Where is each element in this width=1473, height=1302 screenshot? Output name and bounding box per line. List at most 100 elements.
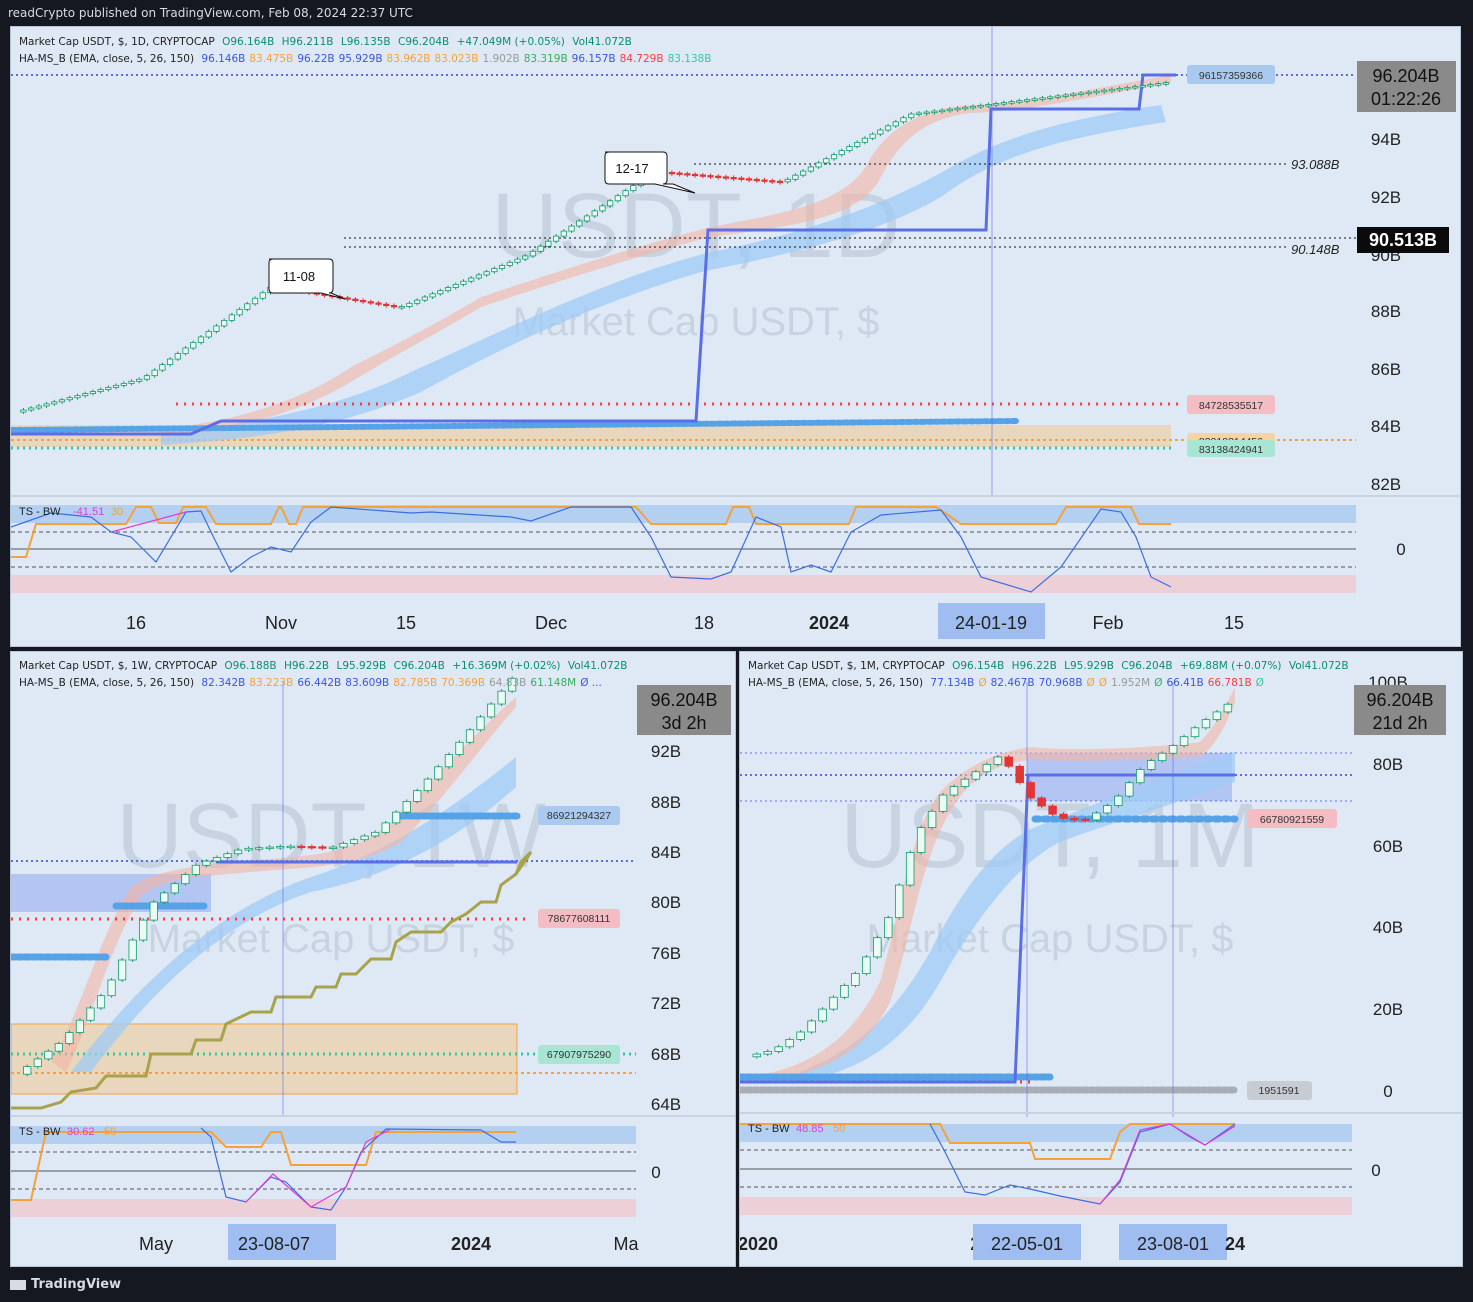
candle[interactable] xyxy=(830,154,838,160)
candle[interactable] xyxy=(607,200,614,207)
candle[interactable] xyxy=(213,325,220,332)
candle[interactable] xyxy=(774,1046,783,1052)
candle[interactable] xyxy=(136,378,143,382)
candle[interactable] xyxy=(255,847,264,850)
candle[interactable] xyxy=(149,901,158,921)
candle[interactable] xyxy=(763,1051,772,1055)
candle[interactable] xyxy=(35,405,42,409)
candle[interactable] xyxy=(949,786,959,796)
candle[interactable] xyxy=(170,883,179,894)
candle[interactable] xyxy=(58,399,66,403)
candle[interactable] xyxy=(74,395,81,399)
candle[interactable] xyxy=(514,258,521,263)
candle[interactable] xyxy=(112,385,120,388)
candle[interactable] xyxy=(475,274,483,279)
candle[interactable] xyxy=(1077,92,1085,96)
candle[interactable] xyxy=(522,255,529,260)
candle[interactable] xyxy=(1114,795,1123,806)
candle[interactable] xyxy=(800,170,807,176)
candle[interactable] xyxy=(506,261,513,266)
candle[interactable] xyxy=(946,108,953,112)
monthly-chart-svg[interactable]: USDT, 1M Market Cap USDT, $ 66780921559 … xyxy=(740,652,1462,1266)
candle[interactable] xyxy=(769,180,776,183)
candle[interactable] xyxy=(483,271,490,276)
candle[interactable] xyxy=(437,290,444,295)
candle[interactable] xyxy=(784,178,791,183)
candle[interactable] xyxy=(1093,90,1100,94)
candle[interactable] xyxy=(286,845,295,849)
candle[interactable] xyxy=(465,729,475,743)
candle[interactable] xyxy=(927,810,937,829)
candle[interactable] xyxy=(97,389,104,392)
candle[interactable] xyxy=(1092,812,1101,821)
candle[interactable] xyxy=(1039,97,1046,100)
candle[interactable] xyxy=(560,230,567,237)
candle[interactable] xyxy=(51,401,58,405)
candle[interactable] xyxy=(128,939,137,961)
candle[interactable] xyxy=(1000,102,1007,105)
candle[interactable] xyxy=(583,215,591,222)
candle[interactable] xyxy=(1201,719,1211,729)
candle[interactable] xyxy=(1125,782,1134,797)
candle[interactable] xyxy=(738,177,745,180)
candle[interactable] xyxy=(1015,765,1024,783)
candle[interactable] xyxy=(884,917,893,939)
candle[interactable] xyxy=(143,375,151,380)
candle[interactable] xyxy=(352,298,359,302)
candle[interactable] xyxy=(233,849,243,855)
candle[interactable] xyxy=(381,822,390,833)
candle[interactable] xyxy=(939,109,946,113)
candle[interactable] xyxy=(545,240,552,247)
candle[interactable] xyxy=(676,172,683,175)
candle[interactable] xyxy=(962,106,969,110)
candle[interactable] xyxy=(1162,82,1170,85)
candle[interactable] xyxy=(20,409,27,413)
candle[interactable] xyxy=(977,105,984,108)
candle[interactable] xyxy=(328,846,338,849)
candle[interactable] xyxy=(785,1039,794,1048)
candle[interactable] xyxy=(1026,782,1035,799)
candle[interactable] xyxy=(776,180,784,184)
candle[interactable] xyxy=(894,884,904,919)
candle[interactable] xyxy=(212,857,222,862)
candle[interactable] xyxy=(406,302,413,307)
candle[interactable] xyxy=(746,178,753,181)
candle[interactable] xyxy=(884,125,892,131)
candle[interactable] xyxy=(982,763,992,773)
candle[interactable] xyxy=(908,113,915,119)
candle[interactable] xyxy=(44,1050,53,1060)
candle[interactable] xyxy=(1008,101,1015,104)
candle[interactable] xyxy=(684,173,691,176)
candle[interactable] xyxy=(307,846,316,849)
candle[interactable] xyxy=(375,302,382,305)
candle[interactable] xyxy=(421,296,428,301)
candle[interactable] xyxy=(259,292,266,299)
candle[interactable] xyxy=(614,195,621,202)
candle[interactable] xyxy=(823,158,830,164)
candle[interactable] xyxy=(54,1043,63,1052)
candle[interactable] xyxy=(985,104,992,107)
candle[interactable] xyxy=(730,177,737,180)
candle[interactable] xyxy=(838,150,845,156)
candle[interactable] xyxy=(993,103,1000,106)
candle[interactable] xyxy=(840,985,849,998)
candle[interactable] xyxy=(905,852,915,886)
candle[interactable] xyxy=(971,771,981,780)
candle[interactable] xyxy=(444,754,453,768)
candle[interactable] xyxy=(434,766,443,780)
candle[interactable] xyxy=(1139,85,1146,88)
candle[interactable] xyxy=(118,959,127,981)
candle[interactable] xyxy=(276,846,285,849)
candle[interactable] xyxy=(223,853,232,858)
candle[interactable] xyxy=(815,162,822,168)
candle[interactable] xyxy=(197,336,205,343)
candle[interactable] xyxy=(65,1032,74,1044)
candle[interactable] xyxy=(1168,745,1178,754)
candle[interactable] xyxy=(622,190,629,197)
candle[interactable] xyxy=(829,996,838,1010)
candle[interactable] xyxy=(969,105,977,109)
candle[interactable] xyxy=(993,756,1003,765)
candle[interactable] xyxy=(1147,84,1154,87)
candle[interactable] xyxy=(900,117,907,123)
candle[interactable] xyxy=(715,175,722,179)
